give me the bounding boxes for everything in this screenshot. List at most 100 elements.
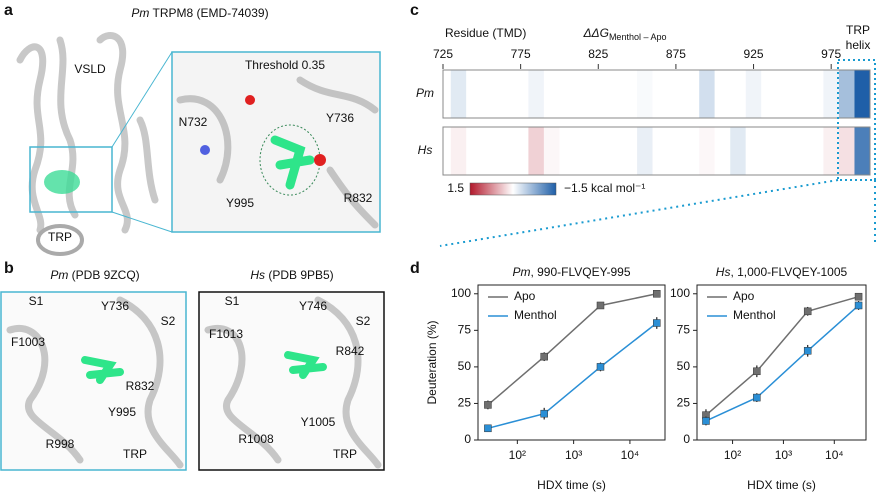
residue-label: S1 <box>225 294 240 308</box>
panel-title: Pm (PDB 9ZCQ) <box>50 268 139 282</box>
heat-cell <box>792 127 808 175</box>
heat-cell <box>823 70 839 118</box>
chart-title: Pm, 990-FLVQEY-995 <box>512 265 630 279</box>
x-tick-label: 10² <box>509 448 526 462</box>
point <box>540 409 548 418</box>
heat-cell <box>481 127 498 175</box>
heat-cell <box>838 70 855 118</box>
y-tick-label: 50 <box>677 359 691 373</box>
heat-cell <box>574 127 591 175</box>
heat-cell <box>450 70 467 118</box>
residue-label: F1013 <box>209 327 243 341</box>
x-tick-label: 725 <box>433 47 453 61</box>
heat-cell <box>466 127 482 175</box>
residue-label: Y995 <box>226 196 254 210</box>
connector <box>439 179 839 247</box>
series-line <box>487 322 658 430</box>
title-text: (PDB 9PB5) <box>265 268 334 282</box>
y-tick-label: 50 <box>458 359 472 373</box>
residue-label: S2 <box>161 314 176 328</box>
residue-label: R842 <box>336 344 365 358</box>
panel-letter: a <box>4 2 13 19</box>
row-frame <box>442 69 871 119</box>
y-tick-label: 25 <box>677 396 691 410</box>
y-tick-label: 0 <box>464 432 471 446</box>
species: Hs <box>716 265 731 279</box>
annotation: helix <box>846 38 871 52</box>
y-tick-label: 25 <box>458 396 472 410</box>
point <box>596 301 605 310</box>
residue-label: Y736 <box>326 111 354 125</box>
heat-cell <box>450 127 467 175</box>
residue-label: Y1005 <box>301 415 336 429</box>
x-tick-label: 975 <box>821 47 841 61</box>
point <box>854 292 863 301</box>
heat-cell <box>559 127 575 175</box>
series-line <box>705 304 860 422</box>
x-tick-label: 825 <box>588 47 608 61</box>
title-text: (PDB 9ZCQ) <box>68 268 139 282</box>
point <box>596 363 605 371</box>
point <box>803 347 812 355</box>
zoom-line <box>111 51 173 148</box>
point <box>753 393 761 402</box>
heat-cell <box>574 70 591 118</box>
y-tick-label: 0 <box>683 432 690 446</box>
species: Hs <box>250 268 265 282</box>
heat-cell <box>590 127 607 175</box>
point <box>702 417 710 425</box>
heat-cell <box>652 70 669 118</box>
heat-cell <box>683 70 700 118</box>
point <box>653 290 661 298</box>
point <box>753 367 761 376</box>
heat-cell <box>699 70 715 118</box>
heat-cell <box>652 127 669 175</box>
panel-letter: b <box>4 260 14 277</box>
heat-cell <box>497 127 513 175</box>
heat-cell <box>668 127 684 175</box>
point <box>854 301 863 310</box>
heat-cell <box>745 127 762 175</box>
row-frame <box>442 126 871 176</box>
heat-cell <box>512 70 529 118</box>
heat-cell <box>854 70 870 118</box>
heat-cell <box>792 70 808 118</box>
heat-cell <box>854 127 870 175</box>
title-text: , 1,000-FLVQEY-1005 <box>730 265 847 279</box>
heat-cell <box>621 70 638 118</box>
inset-structure <box>176 76 379 229</box>
heat-cell <box>443 70 451 118</box>
row-label: Pm <box>416 86 434 100</box>
residue-label: R832 <box>344 191 373 205</box>
structure-a <box>16 32 159 256</box>
heat-cell <box>807 70 824 118</box>
colorbar-label: −1.5 kcal mol⁻¹ <box>564 181 645 195</box>
residue-label: TRP <box>123 447 147 461</box>
residue-label: Y995 <box>108 405 136 419</box>
residue-label: R998 <box>46 437 75 451</box>
point <box>540 352 548 361</box>
heat-cell <box>543 127 560 175</box>
x-tick-label: 10⁴ <box>825 448 844 462</box>
x-tick-label: 10² <box>724 448 741 462</box>
heat-cell <box>443 127 451 175</box>
heat-cell <box>745 70 762 118</box>
x-tick-label: 875 <box>666 47 686 61</box>
panel-title: Hs (PDB 9PB5) <box>250 268 333 282</box>
chart-title: ΔΔGMenthol – Apo <box>583 26 667 42</box>
structure-b <box>6 296 382 469</box>
heat-cell <box>761 127 777 175</box>
heat-cell <box>606 70 622 118</box>
heat-cell <box>776 127 793 175</box>
heat-cell <box>637 70 653 118</box>
inset-title: Threshold 0.35 <box>245 58 325 72</box>
y-tick-label: 75 <box>677 323 691 337</box>
heat-cell <box>761 70 777 118</box>
legend-label: Menthol <box>733 308 776 322</box>
heat-cell <box>606 127 622 175</box>
residue-label: Y736 <box>101 299 129 313</box>
plot-frame <box>477 284 666 441</box>
residue-label: R832 <box>126 379 155 393</box>
x-tick-label: 10⁴ <box>621 448 640 462</box>
